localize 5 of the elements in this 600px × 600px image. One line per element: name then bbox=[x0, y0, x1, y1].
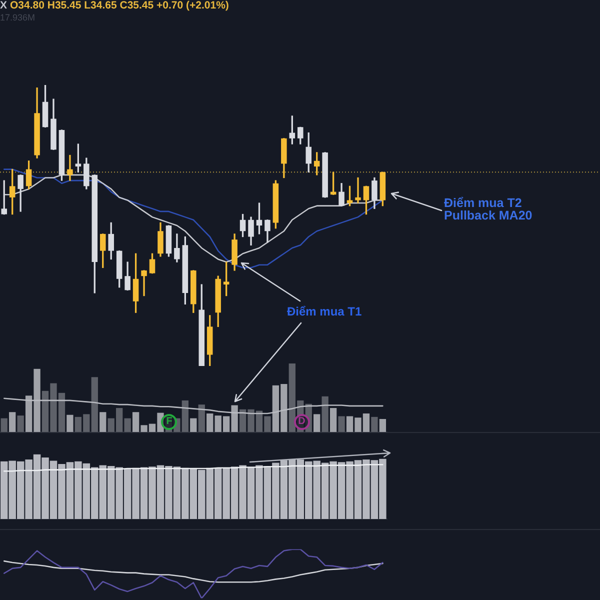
annotation: Điểm mua T1 bbox=[287, 304, 362, 318]
text: Điểm mua T2 bbox=[444, 196, 522, 210]
text: O34.80 H35.45 L34.65 C35.45 +0.70 (+2.01%) bbox=[10, 0, 229, 12]
text: X bbox=[0, 0, 8, 12]
text: Pullback MA20 bbox=[444, 208, 532, 222]
